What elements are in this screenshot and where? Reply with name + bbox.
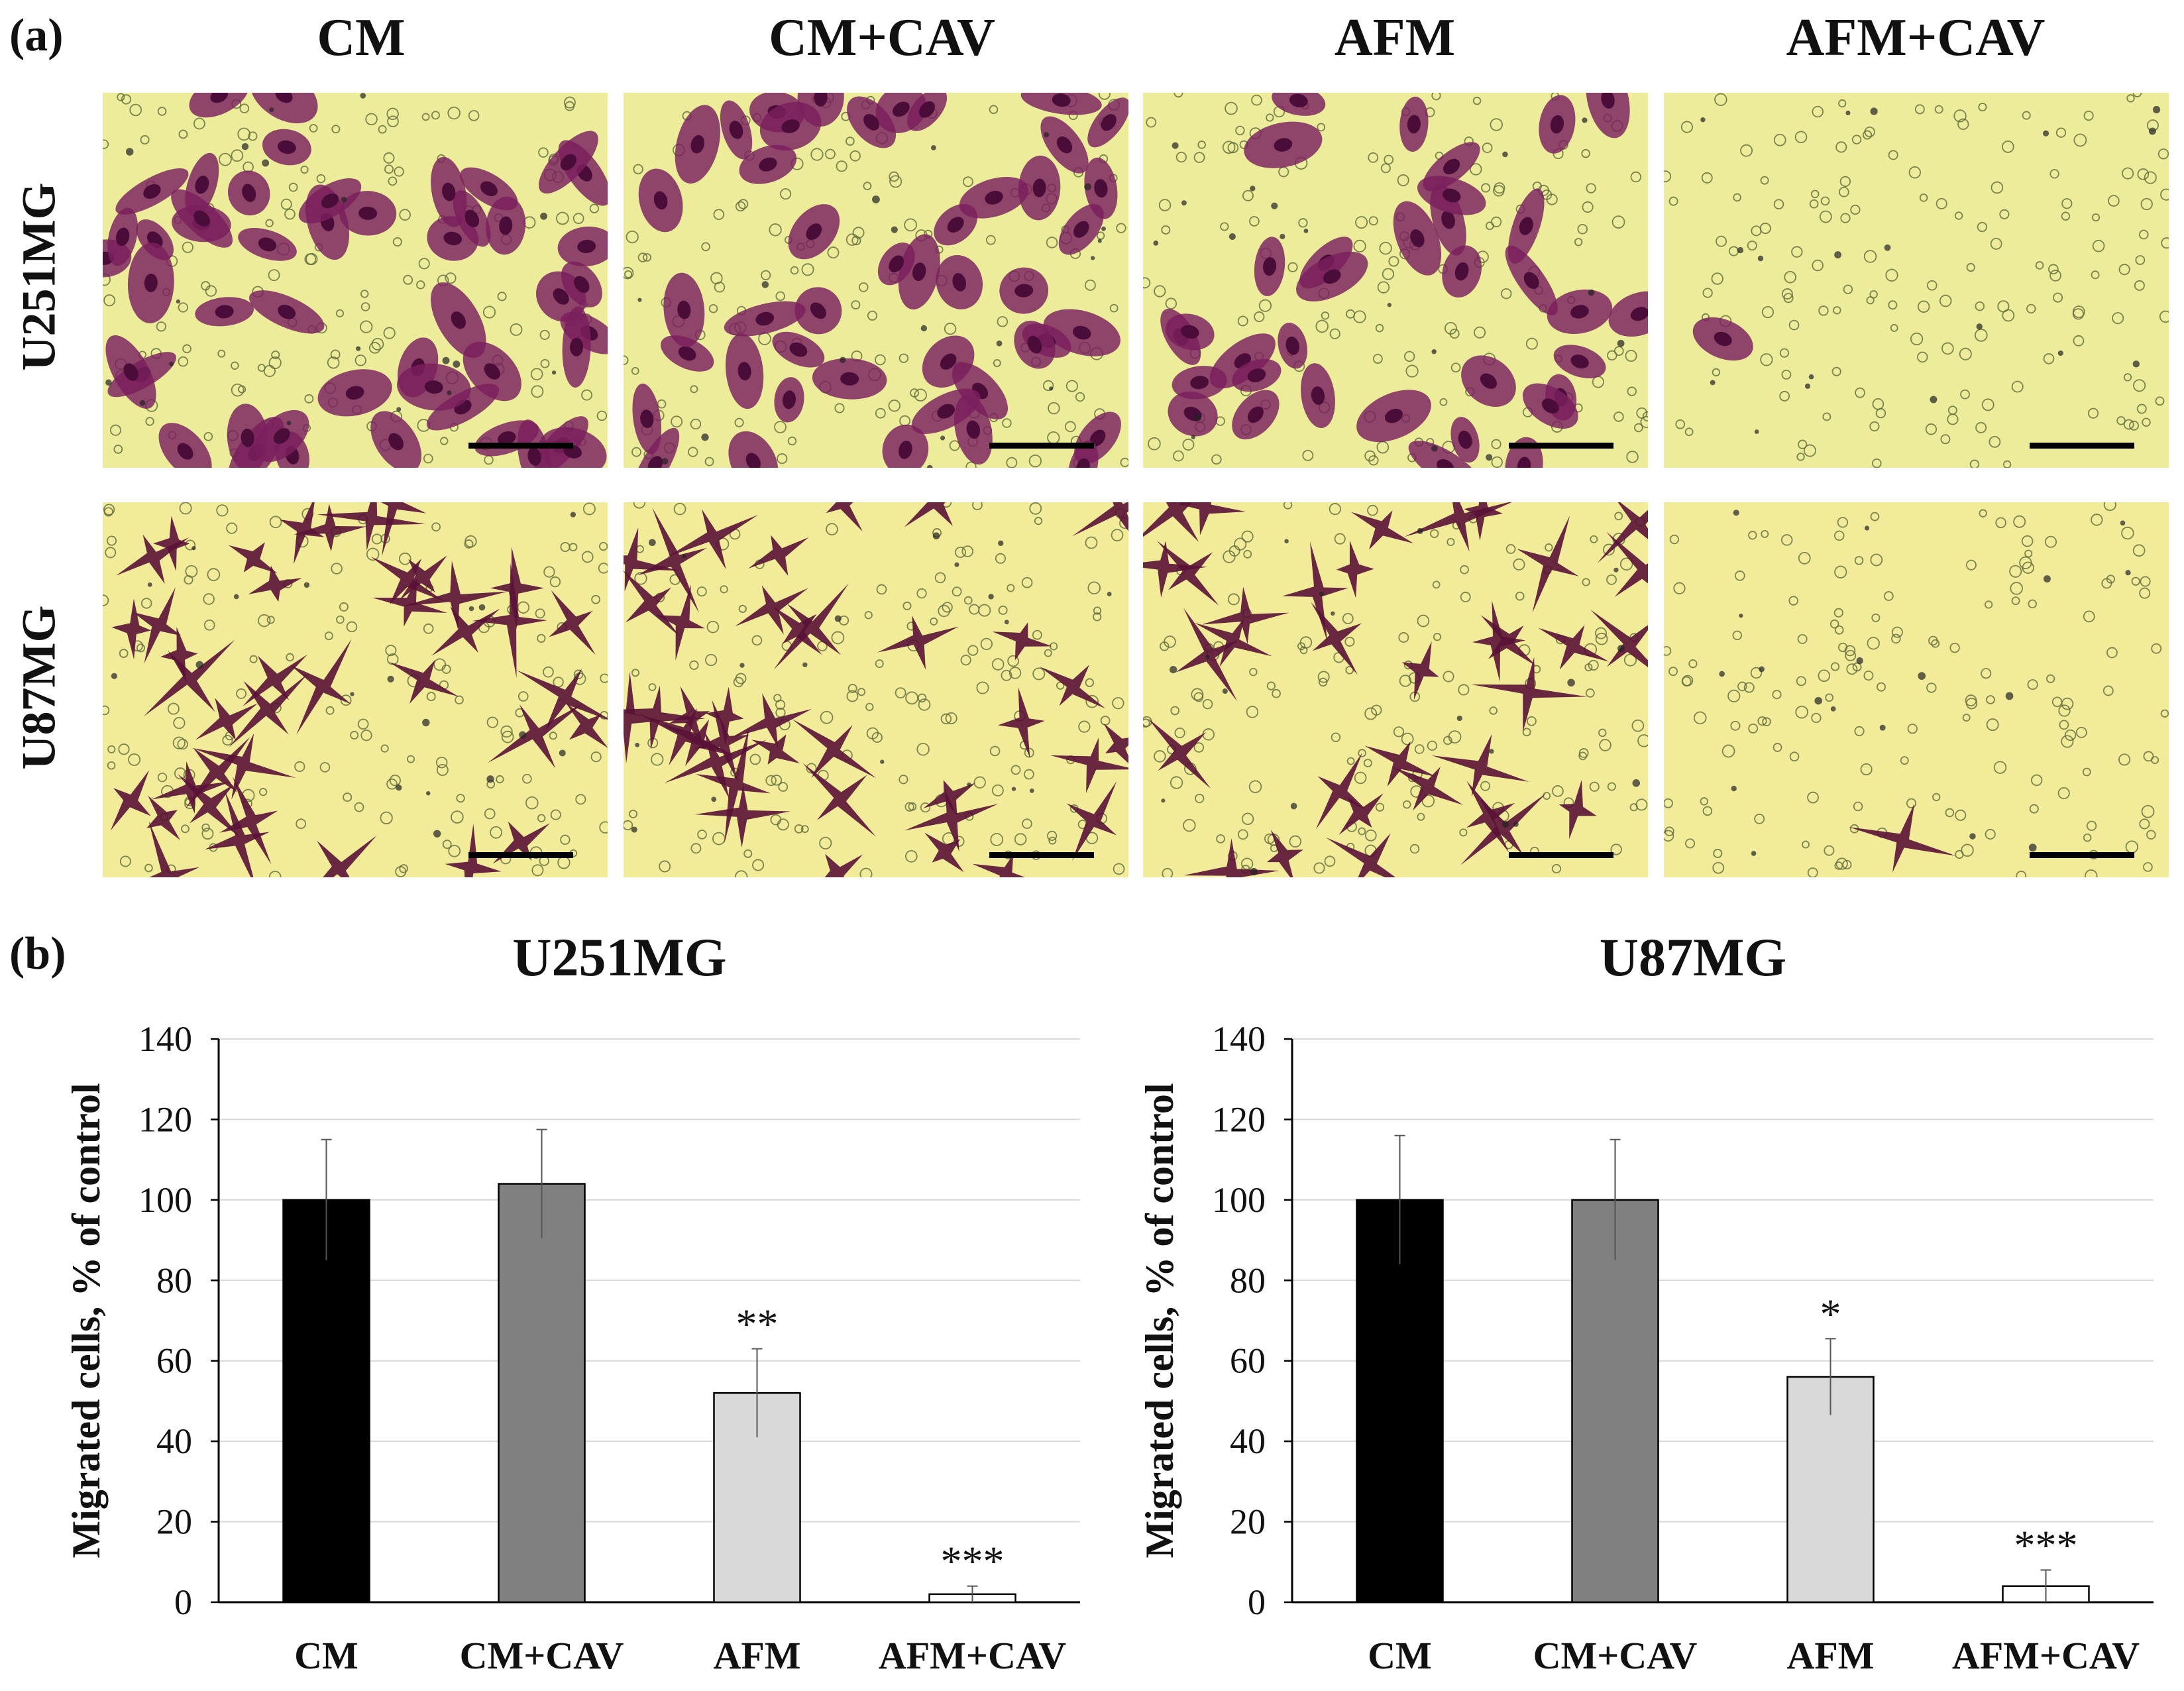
chart-0-significance-3: *** (941, 1538, 1005, 1585)
chart-0-y-tick-label-3: 60 (156, 1341, 192, 1381)
column-title-afm-cav: AFM+CAV (1786, 9, 2046, 67)
chart-1-category-label-2: AFM (1786, 1634, 1874, 1677)
chart-title-u251mg: U251MG (512, 927, 727, 987)
column-title-cm-cav: CM+CAV (769, 9, 995, 67)
micrograph-u87mg-cm (103, 502, 608, 877)
micrograph-u251mg-cm-cav (624, 93, 1128, 468)
chart-0-y-tick-label-4: 80 (156, 1260, 192, 1300)
micrograph-u251mg-afm (1143, 93, 1648, 468)
scale-bar (1509, 443, 1613, 449)
chart-1-y-axis-label: Migrated cells, % of control (1138, 1083, 1181, 1558)
scale-bar (468, 852, 573, 858)
chart-0-category-label-3: AFM+CAV (879, 1634, 1066, 1677)
chart-0-y-tick-label-5: 100 (138, 1180, 192, 1220)
chart-0-y-tick-label-0: 0 (174, 1582, 192, 1622)
column-title-cm: CM (317, 9, 406, 67)
column-title-afm: AFM (1334, 9, 1456, 67)
chart-1-y-tick-label-3: 60 (1230, 1341, 1266, 1381)
micrograph-u87mg-afm-cav (1664, 502, 2169, 877)
micrograph-u251mg-afm-cav (1664, 93, 2169, 468)
scale-bar (989, 852, 1094, 858)
chart-0-significance-2: ** (736, 1301, 779, 1348)
panel-a-label: (a) (9, 10, 64, 61)
chart-0-category-label-0: CM (294, 1634, 358, 1677)
micrograph-u87mg-afm (1143, 502, 1648, 877)
panel-b-label: (b) (9, 928, 66, 979)
chart-1-y-tick-label-4: 80 (1230, 1260, 1266, 1300)
chart-1-category-label-0: CM (1368, 1634, 1432, 1677)
chart-0-category-label-2: AFM (713, 1634, 800, 1677)
micrograph-u251mg-cm (103, 93, 608, 468)
chart-1-category-label-1: CM+CAV (1533, 1634, 1698, 1677)
chart-0-bar-0 (282, 1199, 370, 1604)
chart-1-significance-2: * (1820, 1290, 1841, 1337)
scale-bar (989, 443, 1094, 449)
chart-0-y-tick-label-2: 40 (156, 1421, 192, 1461)
chart-0-y-tick-label-6: 120 (138, 1099, 192, 1139)
chart-1-y-tick-label-2: 40 (1230, 1421, 1266, 1461)
chart-title-u87mg: U87MG (1599, 927, 1787, 987)
scale-bar (2030, 443, 2134, 449)
chart-0-y-axis-label: Migrated cells, % of control (64, 1083, 108, 1558)
chart-1-significance-3: *** (2014, 1521, 2078, 1568)
chart-0-y-tick-label-7: 140 (138, 1019, 192, 1059)
scale-bar (1509, 852, 1613, 858)
chart-1-bar-0 (1356, 1199, 1444, 1604)
chart-1-y-tick-label-6: 120 (1212, 1099, 1266, 1139)
chart-1-bar-1 (1571, 1199, 1659, 1604)
chart-0-category-label-1: CM+CAV (460, 1634, 624, 1677)
chart-1-y-tick-label-5: 100 (1212, 1180, 1266, 1220)
scale-bar (2030, 852, 2134, 858)
chart-1-y-tick-label-0: 0 (1248, 1582, 1266, 1622)
chart-1-y-tick-label-1: 20 (1230, 1502, 1266, 1542)
chart-1-category-label-3: AFM+CAV (1952, 1634, 2140, 1677)
micrograph-u87mg-cm-cav (624, 502, 1128, 877)
chart-0-bar-1 (498, 1183, 586, 1604)
scale-bar (468, 443, 573, 449)
chart-0-y-tick-label-1: 20 (156, 1502, 192, 1542)
chart-1-y-tick-label-7: 140 (1212, 1019, 1266, 1059)
